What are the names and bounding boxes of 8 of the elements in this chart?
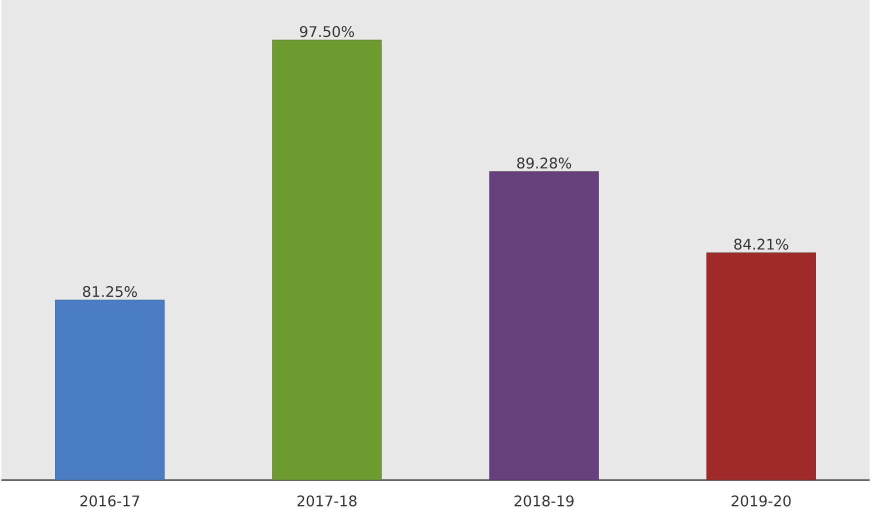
x-tick-label: 2017-18: [297, 496, 356, 507]
x-tick-label: 2016-17: [80, 496, 140, 507]
x-tick-label: 2019-20: [732, 496, 791, 507]
data-label: 81.25%: [82, 286, 137, 298]
data-label: 97.50%: [300, 26, 354, 38]
data-label: 89.28%: [517, 158, 572, 169]
data-label: 84.21%: [734, 238, 788, 250]
x-tick-label: 2018-19: [514, 496, 574, 507]
